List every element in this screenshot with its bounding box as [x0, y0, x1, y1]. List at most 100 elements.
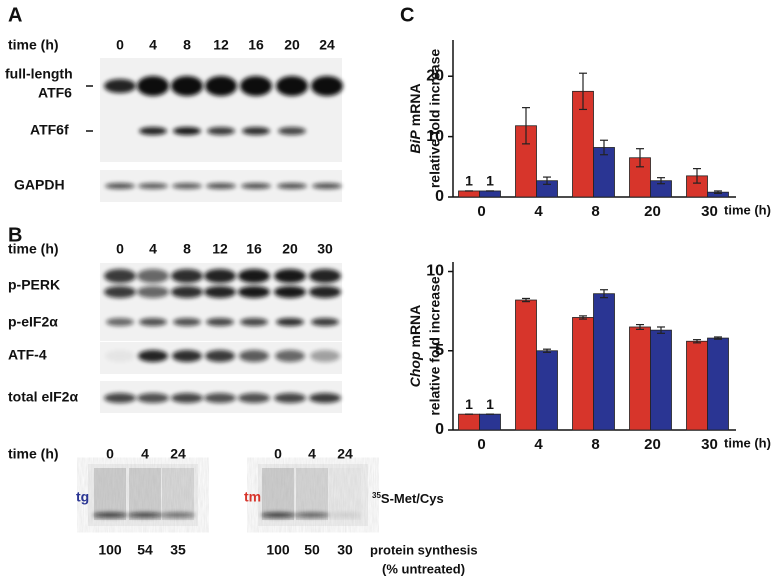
band — [309, 286, 341, 298]
x-tick-label: 8 — [591, 436, 599, 453]
band — [309, 269, 341, 283]
band — [173, 127, 201, 135]
y-axis-label-unit: mRNA — [407, 305, 423, 348]
caption: (% untreated) — [382, 561, 465, 576]
x-tick-label: 30 — [701, 436, 718, 453]
band — [274, 393, 306, 403]
y-axis-label: relative fold increase — [427, 276, 443, 416]
band — [277, 183, 307, 189]
band — [205, 350, 235, 362]
synthesis-value: 54 — [137, 542, 153, 558]
time-tick: 4 — [141, 446, 149, 462]
time-label: time (h) — [8, 241, 59, 257]
time-tick: 0 — [274, 446, 282, 462]
band — [328, 512, 362, 518]
x-tick-label: 8 — [591, 203, 599, 220]
band — [137, 286, 169, 298]
time-tick: 8 — [183, 37, 191, 53]
sample-label: tm — [244, 489, 261, 505]
bar — [458, 190, 480, 198]
band — [161, 512, 195, 518]
band — [137, 76, 169, 96]
error-bar — [657, 177, 665, 185]
band — [105, 350, 135, 362]
bar — [479, 413, 501, 431]
time-tick: 30 — [317, 241, 333, 257]
error-bar — [693, 168, 701, 184]
gel-lane — [329, 468, 361, 520]
band — [274, 286, 306, 298]
bar — [479, 190, 501, 198]
band — [139, 318, 167, 326]
y-tick-label: 10 — [426, 128, 444, 145]
band — [239, 350, 269, 362]
band — [295, 512, 329, 518]
band — [261, 512, 295, 518]
time-label: time (h) — [8, 446, 59, 462]
band — [128, 512, 162, 518]
time-tick: 16 — [248, 37, 264, 53]
bar — [536, 350, 558, 431]
bar — [572, 317, 594, 431]
band — [204, 269, 236, 283]
y-tick-label: 20 — [426, 67, 444, 84]
error-bar — [636, 324, 644, 330]
band — [205, 76, 237, 96]
error-bar — [522, 297, 530, 303]
gel-lane — [94, 468, 126, 520]
row-label: p-eIF2α — [8, 314, 58, 330]
error-bar — [693, 339, 701, 344]
error-bar — [714, 336, 722, 340]
x-axis-label: time (h) — [724, 202, 771, 217]
band — [172, 350, 202, 362]
caption: protein synthesis — [370, 542, 478, 557]
error-bar — [579, 72, 587, 111]
band — [104, 269, 136, 283]
band — [171, 269, 203, 283]
band — [104, 79, 136, 93]
band — [171, 393, 203, 403]
band — [310, 350, 340, 362]
band — [137, 269, 169, 283]
gene: BiP — [407, 130, 423, 154]
y-tick-label: 5 — [435, 342, 444, 359]
error-bar — [714, 190, 722, 194]
band — [204, 393, 236, 403]
panel-label: C — [400, 4, 414, 26]
time-tick: 4 — [149, 37, 157, 53]
panel-label: A — [8, 4, 22, 26]
band — [274, 269, 306, 283]
y-tick-label: 10 — [426, 263, 444, 280]
band — [312, 183, 342, 189]
time-tick: 0 — [106, 446, 114, 462]
row-label: ATF6 — [38, 85, 72, 101]
band — [278, 127, 306, 135]
band — [206, 318, 234, 326]
y-axis-label: Chop mRNA — [407, 305, 423, 388]
band — [309, 393, 341, 403]
x-tick-label: 4 — [534, 203, 543, 220]
row-label: total eIF2α — [8, 389, 78, 405]
gel-lane — [296, 468, 328, 520]
band — [241, 183, 271, 189]
probe: S-Met/Cys — [381, 491, 444, 506]
y-axis-label: relative fold increase — [427, 49, 443, 189]
band — [311, 76, 343, 96]
row-label: GAPDH — [14, 177, 65, 193]
band — [206, 183, 236, 189]
x-tick-label: 20 — [644, 203, 661, 220]
bar — [515, 299, 537, 431]
error-bar — [522, 107, 530, 145]
data-label: 1 — [486, 173, 494, 189]
y-tick-label: 0 — [435, 188, 444, 205]
time-tick: 12 — [213, 37, 229, 53]
time-tick: 24 — [337, 446, 353, 462]
band — [105, 183, 135, 189]
band — [207, 127, 235, 135]
synthesis-value: 100 — [266, 542, 290, 558]
band — [171, 286, 203, 298]
error-bar — [579, 315, 587, 320]
error-bar — [600, 289, 608, 299]
time-tick: 4 — [308, 446, 316, 462]
